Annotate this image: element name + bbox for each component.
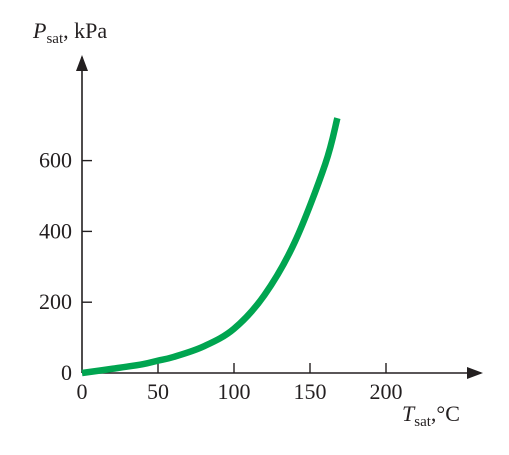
axes	[76, 55, 483, 379]
x-tick-label: 150	[294, 379, 327, 404]
y-tick-label: 400	[39, 218, 72, 243]
x-tick-label: 50	[147, 379, 169, 404]
y-axis-title-unit: , kPa	[63, 18, 107, 43]
y-tick-label: 600	[39, 148, 72, 173]
x-axis-title-symbol: T	[402, 401, 416, 426]
y-tick-label: 0	[61, 360, 72, 385]
x-axis-title: Tsat,°C	[402, 401, 460, 430]
x-tick-label: 0	[77, 379, 88, 404]
saturation-pressure-curve	[81, 117, 341, 377]
x-tick-label: 200	[370, 379, 403, 404]
y-axis-title: Psat, kPa	[32, 18, 107, 47]
y-axis-title-symbol: P	[32, 18, 46, 43]
x-ticks: 0 50 100 150 200	[77, 363, 403, 404]
x-tick-label: 100	[218, 379, 251, 404]
series	[81, 117, 341, 377]
x-axis-title-subscript: sat	[414, 414, 431, 430]
y-axis-title-subscript: sat	[46, 31, 63, 47]
x-axis-title-unit: ,°C	[431, 401, 460, 426]
y-ticks: 0 200 400 600	[39, 148, 92, 385]
y-tick-label: 200	[39, 289, 72, 314]
